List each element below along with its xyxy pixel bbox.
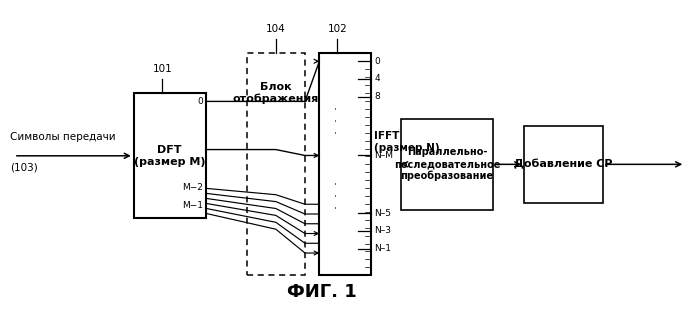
Text: ·  ·  ·: · · ·	[331, 106, 344, 134]
Text: ·  ·  ·: · · ·	[331, 182, 344, 209]
Bar	[134, 93, 206, 218]
Text: M−2: M−2	[182, 183, 203, 193]
Bar	[247, 54, 305, 275]
Text: N–5: N–5	[374, 209, 391, 218]
Text: 102: 102	[327, 24, 347, 34]
Text: N–M: N–M	[374, 151, 393, 160]
Text: Параллельно-
последовательное
преобразование: Параллельно- последовательное преобразов…	[394, 147, 500, 181]
Text: ФИГ. 1: ФИГ. 1	[287, 283, 357, 301]
Text: Блок
отображения: Блок отображения	[233, 82, 319, 105]
Text: DFT
(размер M): DFT (размер M)	[134, 145, 206, 167]
Text: Символы передачи: Символы передачи	[10, 132, 116, 142]
Bar	[401, 119, 493, 210]
Text: N–1: N–1	[374, 244, 391, 253]
Bar	[319, 54, 370, 275]
Text: 101: 101	[152, 64, 173, 74]
Text: N–3: N–3	[374, 226, 391, 235]
Text: 4: 4	[374, 75, 380, 83]
Text: 0: 0	[374, 57, 380, 66]
Text: IFFT
(размер N): IFFT (размер N)	[374, 131, 440, 153]
Text: (103): (103)	[10, 162, 38, 172]
Text: 8: 8	[374, 92, 380, 101]
Text: 0: 0	[197, 97, 203, 106]
Bar	[524, 126, 603, 203]
Text: M−1: M−1	[182, 202, 203, 211]
Text: Добавление CP: Добавление CP	[514, 159, 613, 170]
Text: 104: 104	[266, 24, 286, 34]
